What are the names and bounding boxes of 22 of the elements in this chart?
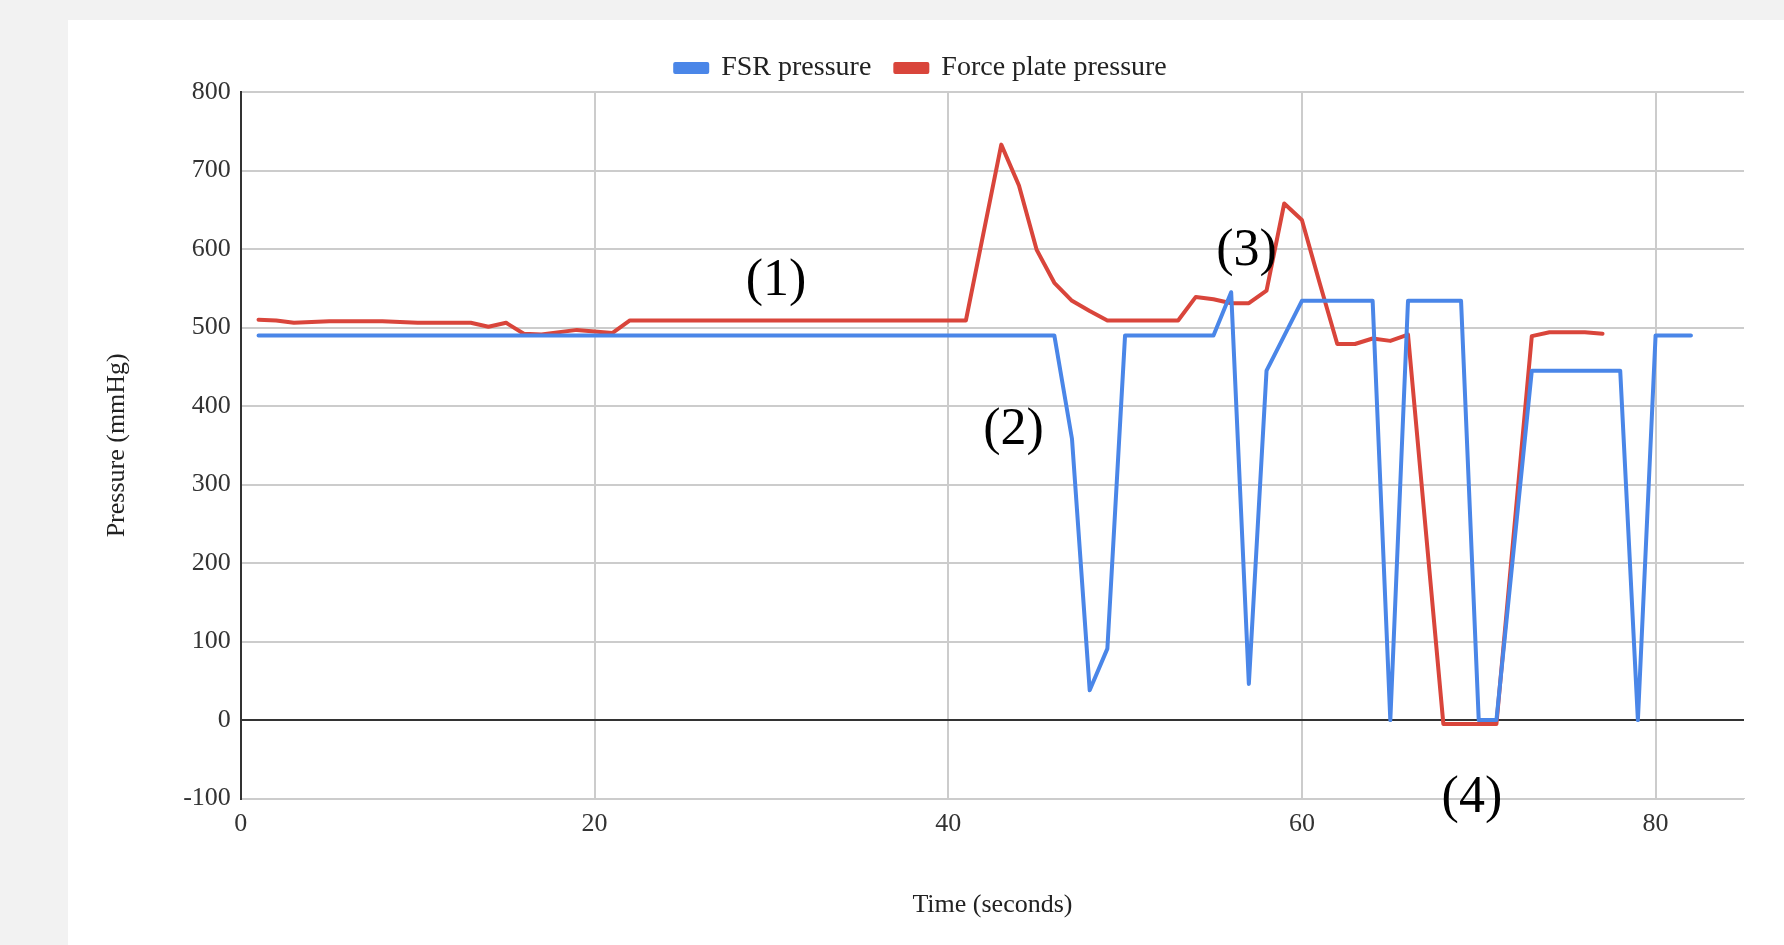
y-tick-label: 0	[217, 703, 231, 733]
annotation: (1)	[745, 249, 807, 308]
y-tick-label: 800	[191, 75, 231, 105]
x-tick-label: 80	[1642, 808, 1669, 838]
y-tick-label: 600	[191, 232, 231, 262]
annotation: (3)	[1216, 218, 1277, 277]
y-tick-label: 200	[191, 546, 231, 576]
y-tick-label: 400	[191, 389, 231, 419]
legend-label: Force plate pressure	[941, 50, 1167, 82]
annotation: (2)	[983, 398, 1044, 457]
y-tick-label: -100	[183, 782, 231, 812]
y-tick-label: 500	[191, 311, 231, 341]
x-tick-label: 20	[581, 808, 608, 838]
y-tick-label: 700	[191, 154, 231, 184]
x-tick-label: 60	[1288, 808, 1315, 838]
y-tick-label: 100	[191, 625, 231, 655]
y-tick-label: 300	[191, 468, 231, 498]
y-axis-title: Pressure (mmHg)	[101, 353, 131, 538]
annotation: (4)	[1441, 766, 1503, 825]
x-tick-label: 40	[935, 808, 962, 838]
x-axis-title: Time (seconds)	[912, 889, 1073, 919]
legend-label: FSR pressure	[721, 50, 872, 82]
